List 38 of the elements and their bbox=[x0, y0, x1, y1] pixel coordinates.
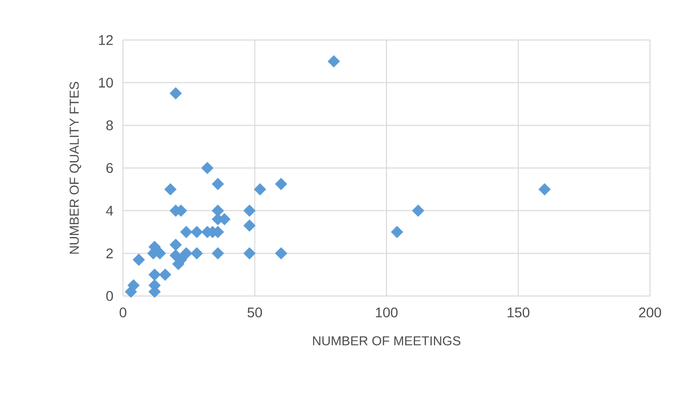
x-tick-label: 50 bbox=[248, 308, 262, 318]
y-tick-label: 6 bbox=[106, 163, 113, 173]
point bbox=[274, 178, 288, 190]
point bbox=[159, 268, 172, 281]
point bbox=[180, 226, 192, 238]
point bbox=[124, 286, 138, 298]
y-axis-title: NUMBER OF QUALITY FTES bbox=[70, 82, 82, 254]
y-tick-label: 4 bbox=[106, 206, 114, 216]
y-tick-label: 2 bbox=[106, 248, 113, 258]
point bbox=[212, 247, 224, 260]
x-tick-label: 200 bbox=[639, 308, 662, 318]
point bbox=[190, 226, 203, 238]
y-tick-label: 10 bbox=[99, 78, 113, 88]
point bbox=[148, 268, 161, 281]
point bbox=[190, 247, 203, 260]
point bbox=[201, 162, 214, 174]
point bbox=[328, 55, 340, 68]
point bbox=[170, 87, 182, 100]
point bbox=[412, 204, 424, 217]
point bbox=[538, 183, 551, 196]
y-tick-label: 8 bbox=[106, 120, 113, 130]
point bbox=[243, 247, 256, 260]
point bbox=[164, 183, 177, 196]
point bbox=[132, 254, 145, 266]
x-tick-label: 150 bbox=[508, 308, 530, 318]
point bbox=[243, 219, 256, 232]
point bbox=[254, 183, 266, 196]
point bbox=[170, 238, 182, 251]
y-tick-label: 0 bbox=[106, 291, 113, 301]
point bbox=[180, 247, 192, 260]
x-tick-label: 0 bbox=[120, 308, 126, 318]
x-axis-title: NUMBER OF MEETINGS bbox=[313, 336, 460, 346]
point bbox=[390, 226, 404, 238]
point bbox=[243, 204, 256, 217]
y-tick-label: 12 bbox=[99, 35, 113, 45]
x-tick-label: 100 bbox=[376, 308, 398, 318]
point bbox=[274, 247, 288, 260]
point bbox=[212, 178, 224, 190]
